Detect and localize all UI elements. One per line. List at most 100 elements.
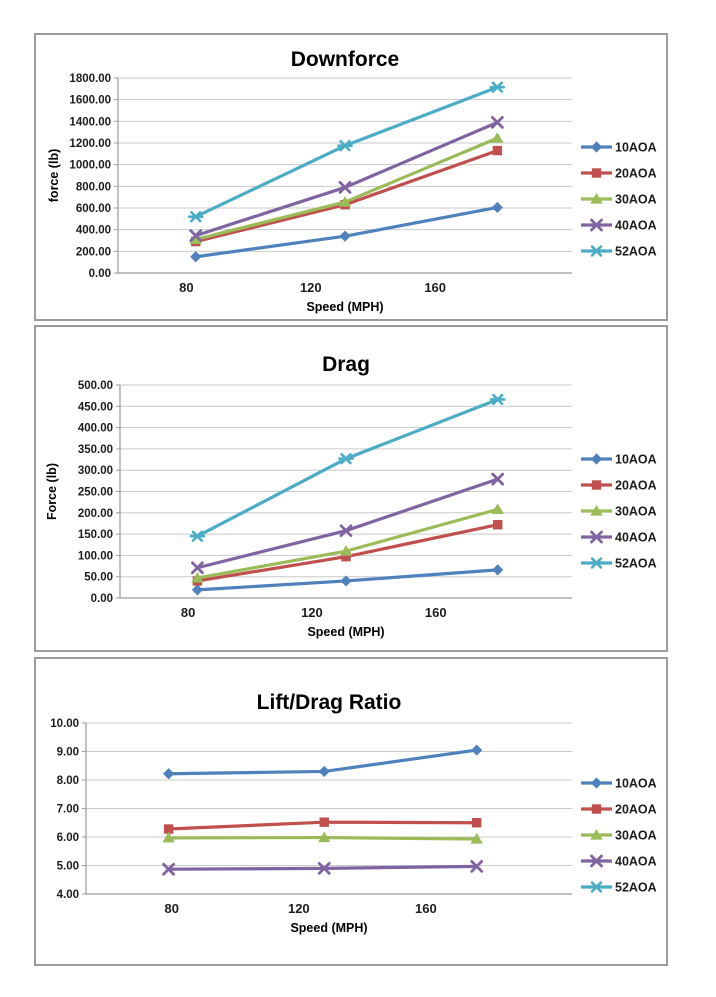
drag-chart: 0.00 50.00 100.00 150.00 200.00 250.00 300.00 3…: [45, 353, 657, 639]
y-axis-title: Force (lb): [45, 463, 59, 520]
series-line-52AOA: [195, 397, 500, 538]
x-tick-label: 120: [300, 280, 322, 295]
marker-40AOA: [317, 861, 331, 875]
marker-30AOA: [590, 829, 603, 840]
lift-drag-ratio-chart-panel: 4.00 5.00 6.00 7.00 8.00 9.00 10.00 80 120 160 Lif…: [34, 657, 668, 966]
marker-52AOA: [337, 140, 353, 152]
x-tick-label: 120: [301, 605, 323, 620]
x-axis-title: Speed (MPH): [307, 625, 384, 639]
y-tick-label: 800.00: [76, 181, 111, 193]
y-tick-label: 50.00: [84, 572, 113, 584]
marker-10AOA: [590, 141, 603, 153]
legend-label-30AOA: 30AOA: [615, 505, 657, 519]
marker-52AOA: [489, 393, 506, 406]
lift-drag-ratio-chart: 4.00 5.00 6.00 7.00 8.00 9.00 10.00 80 120 160 Lif…: [50, 691, 657, 935]
marker-52AOA: [489, 81, 506, 93]
y-tick-label: 4.00: [57, 889, 79, 901]
y-tick-label: 250.00: [78, 487, 113, 499]
legend-label-20AOA: 20AOA: [615, 803, 657, 817]
marker-20AOA: [591, 804, 602, 814]
marker-52AOA: [588, 881, 605, 893]
marker-30AOA: [470, 832, 483, 844]
marker-20AOA: [163, 824, 174, 834]
series-line-40AOA: [194, 120, 499, 238]
x-tick-label: 160: [415, 901, 437, 916]
legend-label-52AOA: 52AOA: [615, 881, 657, 895]
y-tick-label: 400.00: [78, 423, 113, 435]
marker-20AOA: [492, 145, 503, 156]
marker-40AOA: [470, 859, 484, 873]
marker-30AOA: [189, 233, 202, 245]
marker-20AOA: [341, 551, 351, 562]
y-tick-label: 6.00: [57, 832, 79, 844]
y-tick-label: 100.00: [78, 550, 113, 562]
y-tick-label: 1000.00: [69, 160, 111, 172]
marker-10AOA: [162, 768, 175, 780]
series-line-10AOA: [194, 205, 499, 259]
legend-label-30AOA: 30AOA: [615, 829, 657, 843]
marker-10AOA: [491, 201, 503, 214]
x-tick-label: 80: [181, 605, 195, 620]
chart-title: Lift/Drag Ratio: [257, 691, 402, 714]
legend-label-52AOA: 52AOA: [615, 557, 657, 571]
marker-20AOA: [492, 520, 503, 530]
y-tick-label: 600.00: [76, 203, 111, 215]
marker-40AOA: [590, 854, 603, 868]
marker-30AOA: [491, 132, 504, 143]
x-axis-title: Speed (MPH): [290, 921, 367, 935]
marker-30AOA: [338, 196, 352, 207]
marker-30AOA: [339, 545, 353, 556]
marker-10AOA: [318, 765, 330, 778]
marker-30AOA: [590, 193, 603, 204]
downforce-chart-panel: 0.00 200.00 400.00 600.00 800.00 1000.00 1200.…: [34, 33, 668, 321]
legend-label-10AOA: 10AOA: [615, 777, 657, 791]
x-tick-label: 160: [424, 280, 446, 295]
chart-title: Drag: [322, 353, 370, 376]
y-tick-label: 200.00: [78, 508, 113, 520]
marker-40AOA: [338, 181, 352, 194]
legend-label-52AOA: 52AOA: [615, 245, 657, 259]
x-tick-label: 120: [288, 901, 310, 916]
marker-20AOA: [591, 480, 602, 490]
marker-10AOA: [590, 453, 603, 465]
marker-30AOA: [162, 831, 175, 843]
marker-40AOA: [490, 116, 504, 129]
y-tick-label: 200.00: [76, 246, 111, 258]
marker-40AOA: [162, 862, 175, 876]
marker-20AOA: [319, 817, 329, 827]
y-tick-label: 8.00: [57, 775, 79, 787]
marker-52AOA: [189, 530, 206, 542]
y-tick-label: 450.00: [78, 401, 113, 413]
series-line-30AOA: [195, 507, 500, 580]
marker-30AOA: [491, 503, 504, 514]
series-line-52AOA: [194, 85, 499, 219]
chart-title: Downforce: [291, 48, 400, 71]
y-tick-label: 150.00: [78, 529, 113, 541]
y-axis-title: force (lb): [47, 149, 61, 202]
legend-label-20AOA: 20AOA: [615, 479, 657, 493]
legend-label-10AOA: 10AOA: [615, 453, 657, 467]
x-tick-label: 160: [425, 605, 447, 620]
legend-label-40AOA: 40AOA: [615, 855, 657, 869]
marker-40AOA: [339, 524, 353, 538]
downforce-chart: 0.00 200.00 400.00 600.00 800.00 1000.00 1200.…: [47, 48, 657, 314]
y-tick-label: 500.00: [78, 380, 113, 392]
legend-label-40AOA: 40AOA: [615, 531, 657, 545]
legend-label-30AOA: 30AOA: [615, 193, 657, 207]
marker-10AOA: [339, 230, 351, 242]
marker-40AOA: [190, 561, 204, 575]
marker-52AOA: [588, 245, 605, 257]
marker-40AOA: [189, 229, 203, 243]
marker-20AOA: [591, 168, 602, 178]
marker-10AOA: [190, 251, 202, 263]
marker-30AOA: [318, 831, 331, 843]
marker-52AOA: [588, 557, 605, 569]
y-tick-label: 1800.00: [69, 73, 111, 85]
x-axis-title: Speed (MPH): [306, 300, 383, 314]
y-tick-label: 300.00: [78, 465, 113, 477]
y-tick-label: 0.00: [91, 593, 113, 605]
marker-40AOA: [491, 472, 505, 486]
marker-52AOA: [338, 452, 354, 465]
y-tick-label: 7.00: [57, 804, 79, 816]
y-tick-label: 5.00: [57, 861, 79, 873]
